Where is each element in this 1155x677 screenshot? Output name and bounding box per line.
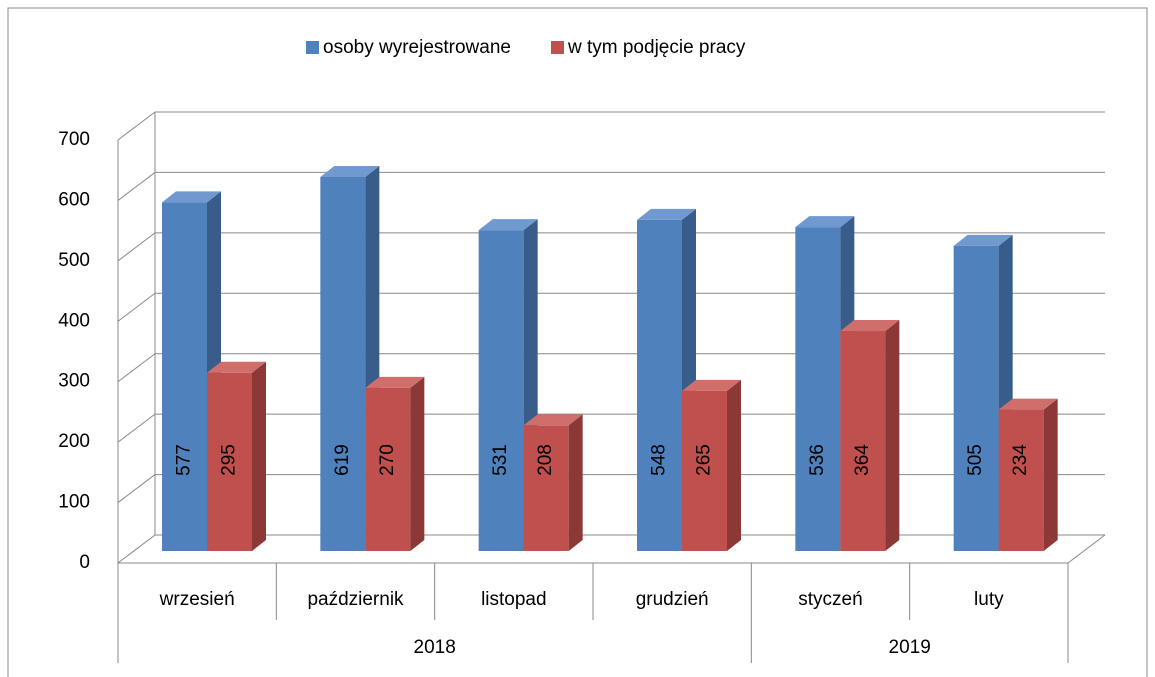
grid-line xyxy=(117,172,156,201)
grid-line xyxy=(117,232,156,262)
bar-side xyxy=(885,320,900,551)
y-tick-label: 500 xyxy=(58,250,90,271)
value-label: 548 xyxy=(649,444,670,476)
y-tick-label: 100 xyxy=(58,492,90,513)
y-tick-label: 600 xyxy=(58,189,90,210)
bar-top xyxy=(207,361,266,373)
bar-top xyxy=(795,216,855,228)
group-label: 2018 xyxy=(414,637,456,658)
bar-top xyxy=(320,165,380,177)
bar xyxy=(365,387,411,551)
x-tick-label: grudzień xyxy=(636,589,709,610)
x-tick-label: styczeń xyxy=(798,589,862,610)
x-tick-label: listopad xyxy=(481,589,547,610)
bar xyxy=(998,409,1044,551)
grid-line xyxy=(117,353,156,383)
bar-top xyxy=(637,208,696,220)
value-label: 505 xyxy=(965,444,986,476)
x-tick-label: październik xyxy=(307,589,404,610)
bar-side xyxy=(410,376,425,551)
bar-side xyxy=(252,361,266,551)
group-label: 2019 xyxy=(889,637,931,658)
bar-top xyxy=(365,376,425,388)
bar xyxy=(840,331,886,551)
legend-label: osoby wyrejestrowane xyxy=(323,37,511,58)
bar xyxy=(523,425,569,551)
bar xyxy=(320,176,366,551)
bar-top xyxy=(682,379,741,391)
bar xyxy=(162,202,207,551)
y-tick-label: 0 xyxy=(79,552,90,573)
grid-line xyxy=(117,534,156,564)
value-label: 531 xyxy=(490,444,511,476)
value-label: 234 xyxy=(1010,444,1031,476)
y-tick-label: 300 xyxy=(58,371,90,392)
y-tick-label: 700 xyxy=(58,129,90,150)
x-tick-label: wrzesień xyxy=(159,589,235,610)
value-label: 265 xyxy=(694,444,715,476)
x-tick-label: luty xyxy=(974,589,1004,610)
grid-line xyxy=(117,292,156,322)
value-label: 364 xyxy=(852,444,873,476)
value-label: 619 xyxy=(332,444,353,476)
grid-line xyxy=(117,474,156,503)
value-label: 208 xyxy=(535,444,556,476)
grid-line xyxy=(117,111,156,141)
bar xyxy=(637,219,682,551)
legend-swatch xyxy=(550,41,564,54)
value-label: 295 xyxy=(219,444,240,476)
bar-top xyxy=(998,398,1058,410)
bar xyxy=(795,227,841,552)
bar-top xyxy=(840,320,900,332)
bar xyxy=(682,390,727,551)
bar-top xyxy=(953,234,1013,246)
bar-side xyxy=(568,414,583,551)
bar-side xyxy=(1043,398,1058,551)
bar-top xyxy=(162,191,221,203)
bar xyxy=(953,245,999,552)
value-label: 270 xyxy=(377,444,398,476)
bar-top xyxy=(523,414,583,426)
y-tick-label: 200 xyxy=(58,431,90,452)
bar xyxy=(207,372,252,551)
value-label: 577 xyxy=(174,444,195,476)
y-tick-label: 400 xyxy=(58,310,90,331)
legend-swatch xyxy=(306,41,319,54)
legend-label: w tym podjęcie pracy xyxy=(567,37,746,58)
bar-top xyxy=(478,219,538,231)
value-label: 536 xyxy=(807,444,828,476)
bar-side xyxy=(727,379,741,551)
grid-line xyxy=(117,413,156,443)
bar xyxy=(478,230,524,552)
